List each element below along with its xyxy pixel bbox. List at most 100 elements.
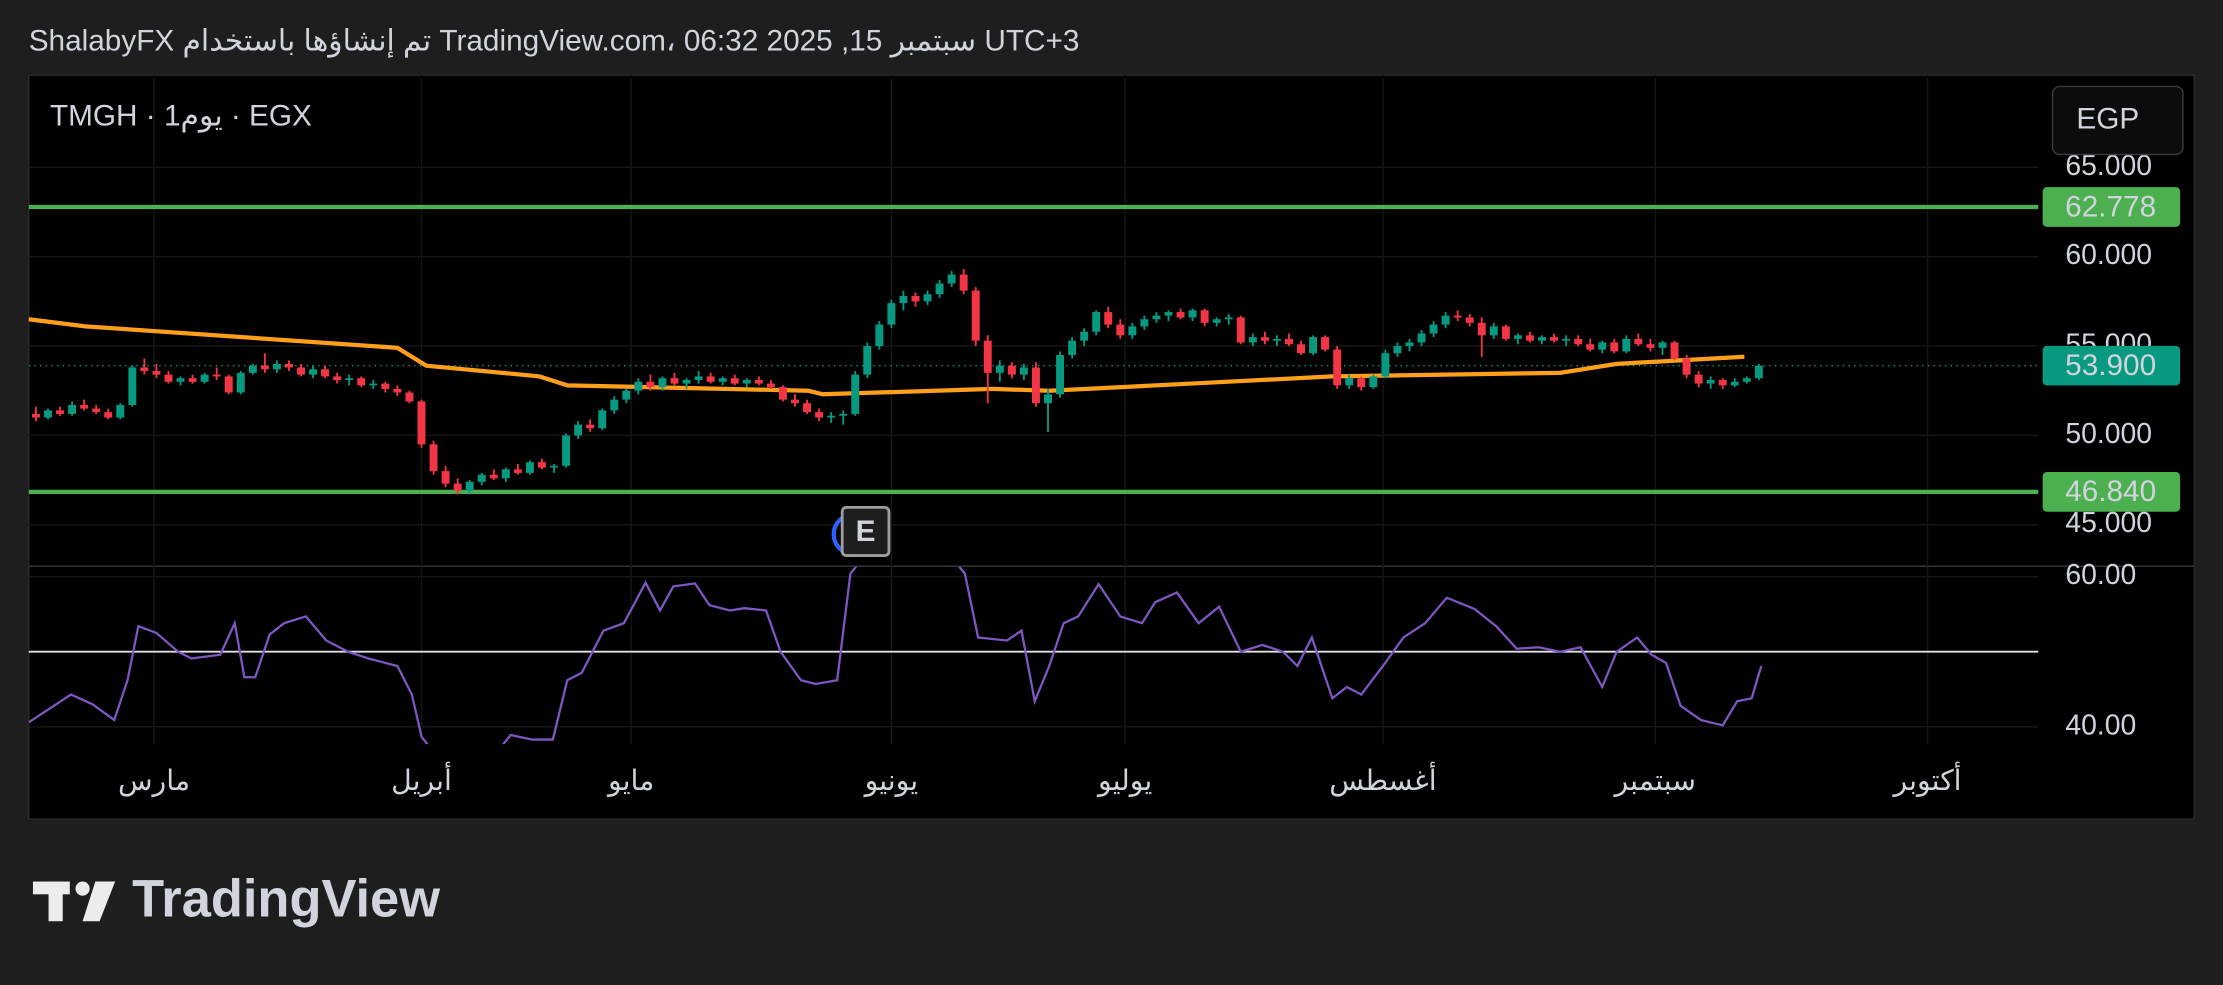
candle-body — [140, 367, 149, 372]
candle-body — [1176, 312, 1185, 318]
candle-body — [1525, 335, 1534, 341]
candle-body — [248, 365, 257, 373]
candle-body — [1670, 342, 1679, 359]
candle-body — [622, 390, 631, 400]
candle-body — [1381, 353, 1390, 377]
candle-body — [899, 295, 908, 304]
x-tick-label: يوليو — [1096, 765, 1152, 797]
candle-body — [754, 379, 763, 384]
sma-line — [28, 317, 1745, 397]
candle-body — [1321, 337, 1330, 350]
logo-part — [75, 881, 90, 896]
candle-body — [321, 369, 330, 377]
candle-body — [381, 383, 390, 389]
candle-body — [682, 379, 691, 384]
candle-body — [453, 483, 462, 491]
candle-body — [477, 474, 486, 482]
candle-body — [333, 376, 342, 380]
x-tick-label: يونيو — [863, 765, 919, 797]
candle-body — [694, 376, 703, 380]
candle-body — [525, 462, 534, 473]
rsi-line — [28, 566, 1763, 745]
candle-body — [1333, 349, 1342, 386]
candle-body — [1007, 365, 1016, 375]
candle-body — [1465, 317, 1474, 323]
candle-body — [1730, 381, 1739, 386]
logo-icon — [32, 881, 116, 922]
currency-button[interactable] — [2051, 85, 2184, 156]
candle-body — [152, 371, 161, 375]
candle-body — [550, 465, 558, 468]
candle-body — [1742, 378, 1751, 382]
candle-body — [1044, 394, 1052, 404]
candle-body — [1658, 342, 1667, 348]
price-box-label: 53.900 — [2065, 349, 2156, 382]
candle-body — [658, 378, 667, 388]
candle-body — [1068, 340, 1077, 355]
candle-body — [730, 378, 739, 384]
candle-body — [1080, 331, 1089, 341]
candle-body — [1297, 344, 1305, 354]
candle-body — [128, 367, 137, 406]
candle-body — [224, 376, 233, 393]
candle-body — [983, 340, 992, 373]
rsi-tick-label: 40.00 — [2065, 709, 2136, 741]
candle-body — [164, 374, 173, 382]
candle-body — [1622, 338, 1631, 352]
candle-body — [827, 415, 836, 418]
price-box — [2042, 187, 2181, 227]
candle-body — [1188, 310, 1197, 318]
candle-body — [1718, 379, 1727, 386]
chart-panel — [28, 74, 2195, 820]
candle-body — [1152, 315, 1161, 320]
candle-body — [1200, 310, 1209, 323]
candle-body — [875, 324, 884, 347]
candle-body — [1694, 374, 1703, 384]
candle-body — [706, 376, 715, 382]
currency-label[interactable]: EGP — [2076, 102, 2139, 135]
y-tick-label: 45.000 — [2065, 507, 2152, 539]
candle-body — [393, 388, 402, 393]
price-box-label: 62.778 — [2065, 190, 2156, 223]
candle-body — [501, 469, 510, 479]
candle-body — [92, 408, 101, 413]
candle-body — [116, 405, 125, 418]
candle-body — [766, 383, 775, 388]
candle-body — [839, 413, 848, 416]
candle-body — [513, 469, 522, 473]
candle-body — [791, 399, 799, 404]
candle-body — [260, 365, 269, 370]
candle-body — [465, 481, 474, 491]
candle-body — [1513, 335, 1522, 339]
candle-body — [634, 381, 643, 391]
candle-body — [1236, 317, 1245, 343]
candle-body — [1393, 346, 1402, 354]
candle-body — [345, 378, 354, 380]
candle-body — [44, 410, 52, 418]
candle-body — [1562, 338, 1571, 341]
candle-body — [1031, 367, 1040, 404]
candle-body — [369, 383, 378, 386]
candle-body — [803, 403, 812, 413]
candle-body — [297, 367, 305, 375]
candle-body — [1128, 326, 1137, 336]
candle-body — [646, 381, 655, 388]
candle-body — [405, 392, 414, 402]
price-box-label: 46.840 — [2065, 475, 2156, 508]
candle-body — [188, 378, 197, 382]
candle-body — [1357, 378, 1366, 388]
candle-body — [1405, 342, 1414, 347]
candle-body — [778, 387, 787, 400]
candle-body — [236, 372, 245, 393]
candle-body — [1212, 319, 1221, 323]
logo-part — [48, 881, 63, 922]
candle-body — [1417, 333, 1426, 343]
candle-body — [1164, 312, 1173, 316]
candle-body — [1550, 337, 1559, 341]
candle-body — [598, 410, 607, 429]
candle-body — [1260, 337, 1269, 341]
candle-body — [1248, 337, 1257, 343]
candle-body — [1285, 338, 1293, 345]
